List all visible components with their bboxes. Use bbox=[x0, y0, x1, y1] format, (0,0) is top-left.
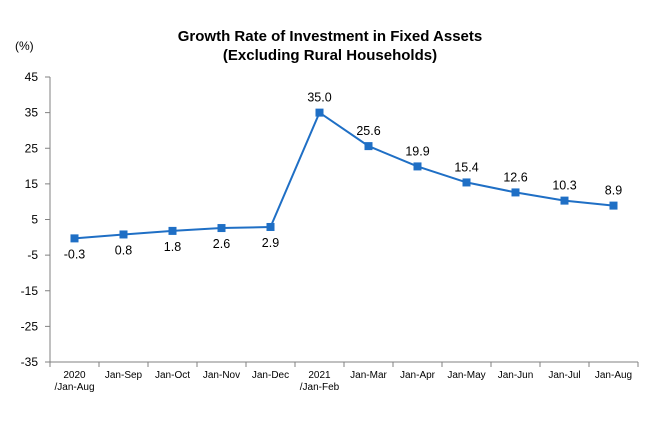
y-tick-label: -5 bbox=[27, 248, 38, 262]
data-label: 35.0 bbox=[307, 91, 331, 105]
data-label: 8.9 bbox=[605, 184, 622, 198]
x-tick-label: /Jan-Feb bbox=[300, 382, 340, 393]
y-tick-label: -15 bbox=[21, 284, 39, 298]
data-point-marker bbox=[70, 234, 79, 243]
x-tick-label: Jan-Sep bbox=[105, 370, 143, 381]
y-tick-label: 5 bbox=[31, 213, 38, 227]
x-tick-labels: 2020/Jan-Aug Jan-Sep Jan-Oct Jan-Nov Jan-Dec… bbox=[54, 370, 632, 393]
x-tick-label: /Jan-Aug bbox=[54, 382, 94, 393]
data-point-marker bbox=[315, 108, 324, 117]
x-tick-label: Jan-Aug bbox=[595, 370, 632, 381]
data-point-marker bbox=[413, 162, 422, 171]
data-point-marker bbox=[119, 230, 128, 239]
chart-title-line-2: (Excluding Rural Households) bbox=[223, 47, 437, 64]
data-labels: -0.3 0.8 1.8 2.6 2.9 35.0 25.6 19.9 15.4 12.6 10.3… bbox=[64, 91, 623, 262]
data-point-marker bbox=[168, 226, 177, 235]
y-axis-unit-label: (%) bbox=[15, 39, 34, 53]
data-label: 19.9 bbox=[405, 144, 429, 158]
chart-title-line-1: Growth Rate of Investment in Fixed Asset… bbox=[178, 28, 483, 45]
data-label: 2.6 bbox=[213, 237, 230, 251]
x-tick-label: Jan-Apr bbox=[400, 370, 436, 381]
data-point-marker bbox=[217, 224, 226, 233]
x-tick-label: Jan-Oct bbox=[155, 370, 190, 381]
data-label: 10.3 bbox=[552, 179, 576, 193]
series-line bbox=[70, 108, 618, 243]
data-label: 15.4 bbox=[454, 160, 478, 174]
x-tick-label: 2020 bbox=[63, 370, 86, 381]
x-tick-label: Jan-Mar bbox=[350, 370, 387, 381]
x-tick-label: 2021 bbox=[308, 370, 331, 381]
x-tick-label: Jan-Nov bbox=[203, 370, 240, 381]
data-label: 25.6 bbox=[356, 124, 380, 138]
y-tick-labels: 45 35 25 15 5 -5 -15 -25 -35 bbox=[21, 70, 39, 369]
data-label: 0.8 bbox=[115, 243, 132, 257]
y-tick-label: 35 bbox=[25, 106, 39, 120]
data-point-marker bbox=[560, 196, 569, 205]
y-tick-label: 45 bbox=[25, 70, 39, 84]
data-point-marker bbox=[462, 178, 471, 187]
series-polyline bbox=[74, 111, 614, 240]
data-label: -0.3 bbox=[64, 247, 86, 261]
data-point-marker bbox=[609, 201, 618, 210]
y-tick-label: 25 bbox=[25, 141, 39, 155]
data-label: 1.8 bbox=[164, 240, 181, 254]
x-tick-label: Jan-May bbox=[447, 370, 485, 381]
y-tick-label: -35 bbox=[21, 355, 39, 369]
data-label: 12.6 bbox=[503, 170, 527, 184]
y-tick-label: 15 bbox=[25, 177, 39, 191]
axes bbox=[45, 76, 639, 367]
data-point-marker bbox=[266, 222, 275, 231]
data-point-marker bbox=[511, 188, 520, 197]
x-tick-label: Jan-Jun bbox=[498, 370, 534, 381]
x-tick-label: Jan-Dec bbox=[252, 370, 289, 381]
x-tick-label: Jan-Jul bbox=[548, 370, 580, 381]
y-tick-label: -25 bbox=[21, 319, 39, 333]
data-label: 2.9 bbox=[262, 236, 279, 250]
data-point-marker bbox=[364, 142, 373, 151]
